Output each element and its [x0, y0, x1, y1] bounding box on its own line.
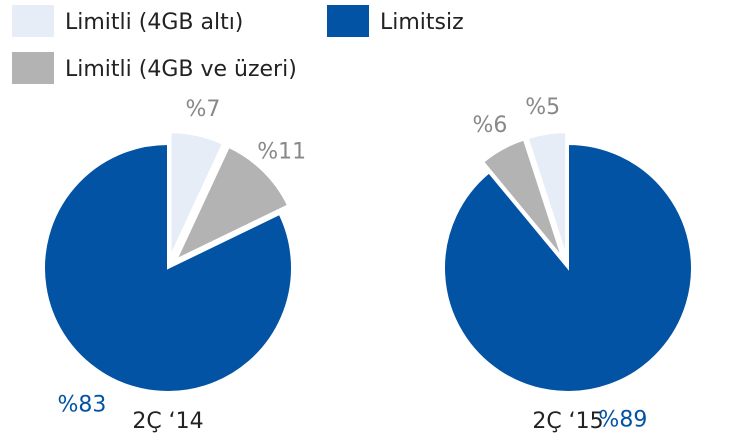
slice-label: %6: [473, 113, 508, 138]
legend-swatch: [12, 5, 54, 37]
legend-label: Limitli (4GB ve üzeri): [65, 57, 297, 82]
pie-slice: [481, 138, 564, 259]
chart-title: 2Ç ‘15: [532, 409, 603, 434]
pie-slice: [526, 131, 568, 257]
slice-label: %89: [598, 407, 647, 432]
slice-label: %11: [257, 140, 306, 165]
legend-label: Limitli (4GB altı): [65, 10, 243, 35]
slice-label: %7: [186, 97, 221, 122]
legend-swatch: [327, 5, 369, 37]
slice-label: %5: [525, 95, 560, 120]
chart-title: 2Ç ‘14: [132, 409, 203, 434]
slice-label: %83: [58, 392, 107, 417]
pie-slice: [169, 131, 225, 257]
legend-swatch: [12, 52, 54, 84]
pie-slice: [443, 142, 693, 393]
legend-label: Limitsiz: [380, 10, 464, 35]
pie-slice: [174, 145, 290, 262]
pie-slice: [43, 142, 293, 393]
